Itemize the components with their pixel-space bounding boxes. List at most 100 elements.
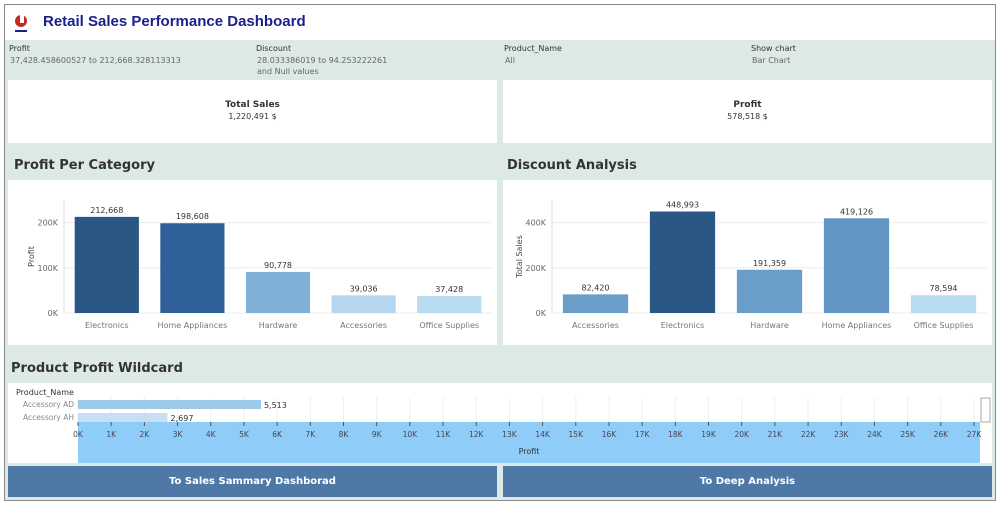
bar (331, 295, 396, 313)
filter-value: Bar Chart (752, 56, 791, 65)
section-title-discount: Discount Analysis (507, 158, 637, 173)
filter-label: Profit (9, 44, 30, 53)
x-axis-title: Profit (519, 447, 540, 456)
data-label: 39,036 (350, 284, 378, 293)
data-label: 419,126 (840, 207, 873, 216)
x-tick-label: Home Appliances (158, 321, 228, 330)
y-axis-title: Product_Name (16, 388, 74, 397)
x-tick-label: 17K (635, 430, 651, 439)
x-tick-label: Accessories (340, 321, 387, 330)
x-tick-label: 14K (535, 430, 551, 439)
y-tick-label: 100K (37, 264, 58, 273)
x-tick-label: 4K (206, 430, 217, 439)
x-tick-label: 13K (502, 430, 518, 439)
x-tick-label: 1K (106, 430, 117, 439)
x-tick-label: Office Supplies (419, 321, 479, 330)
data-label: 198,608 (176, 212, 209, 221)
kpi-total-sales: Total Sales 1,220,491 $ (8, 80, 497, 143)
data-label: 5,513 (264, 401, 287, 410)
x-tick-label: 10K (403, 430, 419, 439)
x-tick-label: 5K (239, 430, 250, 439)
filter-discount[interactable]: Discount 28.033386019 to 94.253222261 and … (256, 44, 387, 76)
page-title: Retail Sales Performance Dashboard (43, 13, 306, 30)
filter-value: 28.033386019 to 94.253222261 (257, 56, 388, 65)
scrollbar[interactable] (980, 397, 991, 423)
data-label: 78,594 (930, 284, 958, 293)
section-title-profit-category: Profit Per Category (14, 158, 155, 173)
kpi-label: Total Sales (225, 100, 280, 110)
x-tick-label: 6K (272, 430, 283, 439)
x-tick-label: Accessories (572, 321, 619, 330)
discount-panel: 0K 200K 400K Total Sales 82,420 Accessories 44… (503, 180, 992, 345)
filter-profit[interactable]: Profit 37,428.458600527 to 212,668.328113… (9, 44, 181, 65)
data-label: 448,993 (666, 201, 699, 210)
bar (74, 216, 139, 313)
x-tick-label: 26K (934, 430, 950, 439)
to-sales-summary-button[interactable]: To Sales Sammary Dashborad (8, 466, 497, 497)
filter-label: Discount (256, 44, 292, 53)
x-tick-label: 8K (339, 430, 350, 439)
bar (417, 296, 482, 313)
logo-icon (15, 15, 27, 32)
wildcard-panel: Product_Name 0K 1K 2K 3K 4K 5K 6K 7K 8K 9K 10K 11K 12… (8, 383, 992, 463)
kpi-value: 1,220,491 $ (228, 112, 277, 121)
x-tick-label: 16K (602, 430, 618, 439)
row-label: Accessory AH (23, 413, 74, 422)
data-label: 82,420 (582, 283, 610, 292)
filter-show-chart[interactable]: Show chart Bar Chart (751, 44, 796, 65)
y-tick-label: 400K (525, 219, 546, 228)
y-tick-label: 0K (536, 309, 547, 318)
y-tick-label: 200K (525, 264, 546, 273)
kpi-label: Profit (733, 100, 762, 110)
x-axis-band (78, 422, 980, 463)
x-tick-label: 25K (900, 430, 916, 439)
bar (78, 400, 261, 409)
x-tick-label: 18K (668, 430, 684, 439)
filter-product-name[interactable]: Product_Name All (504, 44, 562, 65)
data-label: 2,697 (171, 414, 194, 423)
bar (245, 271, 311, 313)
x-tick-label: Electronics (85, 321, 129, 330)
bar (562, 294, 629, 313)
x-tick-label: 2K (140, 430, 151, 439)
x-tick-label: 15K (569, 430, 585, 439)
kpi-profit: Profit 578,518 $ (503, 80, 992, 143)
y-axis-title: Profit (27, 246, 36, 267)
section-title-wildcard: Product Profit Wildcard (11, 361, 183, 376)
filter-label: Show chart (751, 44, 796, 53)
data-label: 90,778 (264, 261, 292, 270)
title-bar: Retail Sales Performance Dashboard (5, 5, 995, 40)
filter-value-extra: and Null values (257, 67, 319, 76)
row-label: Accessory AD (23, 400, 74, 409)
x-tick-label: 23K (834, 430, 850, 439)
kpi-value: 578,518 $ (727, 112, 768, 121)
x-tick-label: 24K (867, 430, 883, 439)
data-label: 191,359 (753, 259, 786, 268)
y-axis-title: Total Sales (515, 235, 524, 279)
x-tick-label: Home Appliances (822, 321, 892, 330)
x-tick-label: Hardware (750, 321, 789, 330)
x-tick-label: 9K (372, 430, 383, 439)
bar (649, 211, 716, 313)
x-tick-label: Hardware (259, 321, 298, 330)
x-tick-label: 20K (734, 430, 750, 439)
profit-category-chart: 0K 100K 200K Profit 212,668 Electronics 198,60… (27, 200, 492, 330)
bar (736, 269, 803, 313)
filter-value: All (505, 56, 515, 65)
data-label: 212,668 (90, 206, 123, 215)
filter-value: 37,428.458600527 to 212,668.328113313 (10, 56, 181, 65)
bar (823, 218, 890, 313)
wildcard-chart: Product_Name 0K 1K 2K 3K 4K 5K 6K 7K 8K 9K 10K 11K 12… (16, 388, 991, 463)
to-deep-analysis-button[interactable]: To Deep Analysis (503, 466, 992, 497)
bar (78, 413, 168, 422)
x-tick-label: 22K (801, 430, 817, 439)
y-tick-label: 0K (48, 309, 59, 318)
x-tick-label: Electronics (661, 321, 705, 330)
filter-label: Product_Name (504, 44, 562, 53)
x-tick-label: 7K (305, 430, 316, 439)
bar (160, 223, 225, 313)
x-tick-label: 21K (768, 430, 784, 439)
x-tick-label: 11K (436, 430, 452, 439)
x-tick-label: 0K (73, 430, 84, 439)
